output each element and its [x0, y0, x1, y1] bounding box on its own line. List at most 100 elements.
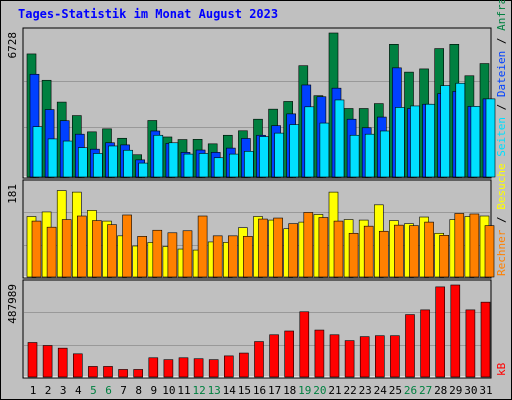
bar-visits-sites-rechner-day-26 — [409, 225, 419, 278]
bar-kbytes-kb-day-19 — [299, 311, 310, 378]
bar-kbytes-kb-day-18 — [284, 330, 295, 378]
bar-hits-files-pages-seiten-day-14 — [229, 153, 239, 178]
bar-kbytes-kb-day-30 — [465, 309, 476, 378]
bar-kbytes-kb-day-10 — [163, 359, 174, 378]
bar-visits-sites-rechner-day-24 — [378, 230, 389, 278]
bar-visits-sites-rechner-day-1 — [31, 220, 42, 278]
bar-kbytes-kb-day-9 — [148, 357, 159, 378]
bar-hits-files-pages-seiten-day-5 — [93, 153, 103, 178]
x-tick-day-24: 24 — [374, 384, 388, 397]
chart-title: Tages-Statistik im Monat August 2023 — [18, 7, 279, 21]
bar-visits-sites-rechner-day-30 — [469, 213, 480, 278]
bar-kbytes-kb-day-8 — [133, 369, 143, 378]
ymax-label-visits-sites: 181 — [6, 184, 19, 204]
bar-visits-sites-rechner-day-10 — [167, 232, 178, 278]
bar-hits-files-pages-seiten-day-22 — [349, 134, 360, 178]
legend-top-part-4: Seiten — [495, 117, 508, 157]
x-tick-day-26: 26 — [404, 384, 417, 397]
bar-visits-sites-rechner-day-19 — [303, 212, 314, 278]
bar-kbytes-kb-day-25 — [390, 335, 400, 378]
bar-kbytes-kb-day-4 — [73, 353, 83, 378]
bar-visits-sites-rechner-day-9 — [152, 229, 163, 278]
legend-top-part-5: / — [495, 97, 508, 117]
bar-visits-sites-rechner-day-6 — [107, 224, 117, 278]
bar-visits-sites-rechner-day-31 — [484, 225, 495, 278]
bar-hits-files-pages-seiten-day-26 — [410, 105, 420, 178]
bar-kbytes-kb-day-5 — [88, 366, 98, 378]
bar-hits-files-pages-seiten-day-4 — [78, 147, 88, 178]
x-tick-day-14: 14 — [223, 384, 237, 397]
legend-top-part-3 — [495, 157, 508, 164]
legend-kb: kB — [495, 362, 508, 376]
bar-hits-files-pages-seiten-day-1 — [32, 126, 43, 178]
bar-visits-sites-rechner-day-15 — [243, 236, 253, 278]
bar-kbytes-kb-day-28 — [435, 286, 446, 378]
x-tick-day-22: 22 — [343, 384, 356, 397]
bar-visits-sites-rechner-day-14 — [228, 235, 238, 278]
x-tick-day-31: 31 — [479, 384, 492, 397]
bar-kbytes-kb-day-6 — [103, 366, 113, 378]
bar-visits-sites-rechner-day-2 — [46, 226, 57, 278]
bar-kbytes-kb-day-26 — [405, 314, 415, 378]
x-tick-day-10: 10 — [162, 384, 175, 397]
x-tick-day-21: 21 — [328, 384, 341, 397]
bar-kbytes-kb-day-14 — [224, 355, 234, 378]
bar-visits-sites-rechner-day-12 — [197, 215, 208, 278]
bar-hits-files-pages-seiten-day-31 — [485, 98, 496, 178]
bar-hits-files-pages-seiten-day-19 — [304, 106, 315, 178]
bar-kbytes-kb-day-13 — [208, 359, 219, 378]
legend-top-part-2: Besuche — [495, 163, 508, 209]
x-tick-day-29: 29 — [449, 384, 462, 397]
x-tick-day-18: 18 — [283, 384, 296, 397]
x-tick-day-28: 28 — [434, 384, 447, 397]
bar-kbytes-kb-day-20 — [314, 329, 325, 378]
bar-kbytes-kb-day-31 — [480, 301, 491, 378]
bar-hits-files-pages-seiten-day-15 — [244, 151, 254, 178]
bar-hits-files-pages-seiten-day-12 — [198, 153, 209, 178]
bar-visits-sites-rechner-day-16 — [258, 218, 268, 278]
bar-kbytes-kb-day-21 — [329, 334, 340, 378]
bar-kbytes-kb-day-22 — [344, 340, 355, 378]
bar-kbytes-kb-day-23 — [359, 336, 370, 378]
x-tick-day-16: 16 — [253, 384, 266, 397]
bar-hits-files-pages-seiten-day-10 — [168, 142, 179, 178]
bar-hits-files-pages-seiten-day-16 — [259, 136, 269, 178]
x-tick-day-27: 27 — [419, 384, 432, 397]
legend-top-part-1: / — [495, 210, 508, 230]
x-tick-day-15: 15 — [238, 384, 251, 397]
bar-hits-files-pages-seiten-day-28 — [440, 85, 451, 178]
legend-top-part-0: Rechner — [495, 229, 508, 276]
ymax-label-hits-files-pages: 6728 — [6, 32, 19, 59]
bar-visits-sites-rechner-day-20 — [318, 217, 329, 278]
bar-visits-sites-rechner-day-23 — [363, 225, 374, 278]
bar-visits-sites-rechner-day-8 — [137, 236, 147, 278]
bar-kbytes-kb-day-24 — [374, 335, 385, 378]
bar-kbytes-kb-day-2 — [42, 345, 53, 378]
x-tick-day-8: 8 — [135, 384, 142, 397]
x-tick-day-6: 6 — [105, 384, 112, 397]
bar-hits-files-pages-seiten-day-24 — [379, 130, 390, 178]
bar-visits-sites-rechner-day-21 — [333, 220, 344, 278]
bar-hits-files-pages-seiten-day-21 — [334, 99, 345, 178]
x-tick-day-20: 20 — [313, 384, 326, 397]
x-tick-day-12: 12 — [192, 384, 205, 397]
bar-visits-sites-rechner-day-3 — [61, 219, 72, 278]
bar-kbytes-kb-day-29 — [450, 284, 461, 378]
bar-hits-files-pages-seiten-day-23 — [364, 133, 375, 178]
bar-hits-files-pages-seiten-day-8 — [138, 162, 148, 178]
bar-visits-sites-rechner-day-29 — [454, 213, 465, 278]
legend-top-part-8: Anfragen — [495, 0, 508, 31]
ymax-label-kbytes: 487989 — [6, 284, 19, 324]
x-tick-day-2: 2 — [45, 384, 52, 397]
x-tick-day-17: 17 — [268, 384, 281, 397]
bar-kbytes-kb-day-7 — [118, 369, 128, 378]
bar-hits-files-pages-seiten-day-11 — [183, 153, 194, 178]
bar-visits-sites-rechner-day-18 — [288, 223, 299, 278]
bar-hits-files-pages-seiten-day-6 — [108, 145, 118, 178]
x-tick-day-9: 9 — [150, 384, 157, 397]
x-tick-day-5: 5 — [90, 384, 97, 397]
bar-kbytes-kb-day-17 — [269, 334, 279, 378]
bar-visits-sites-rechner-day-17 — [273, 217, 283, 278]
bar-hits-files-pages-seiten-day-27 — [425, 103, 435, 178]
